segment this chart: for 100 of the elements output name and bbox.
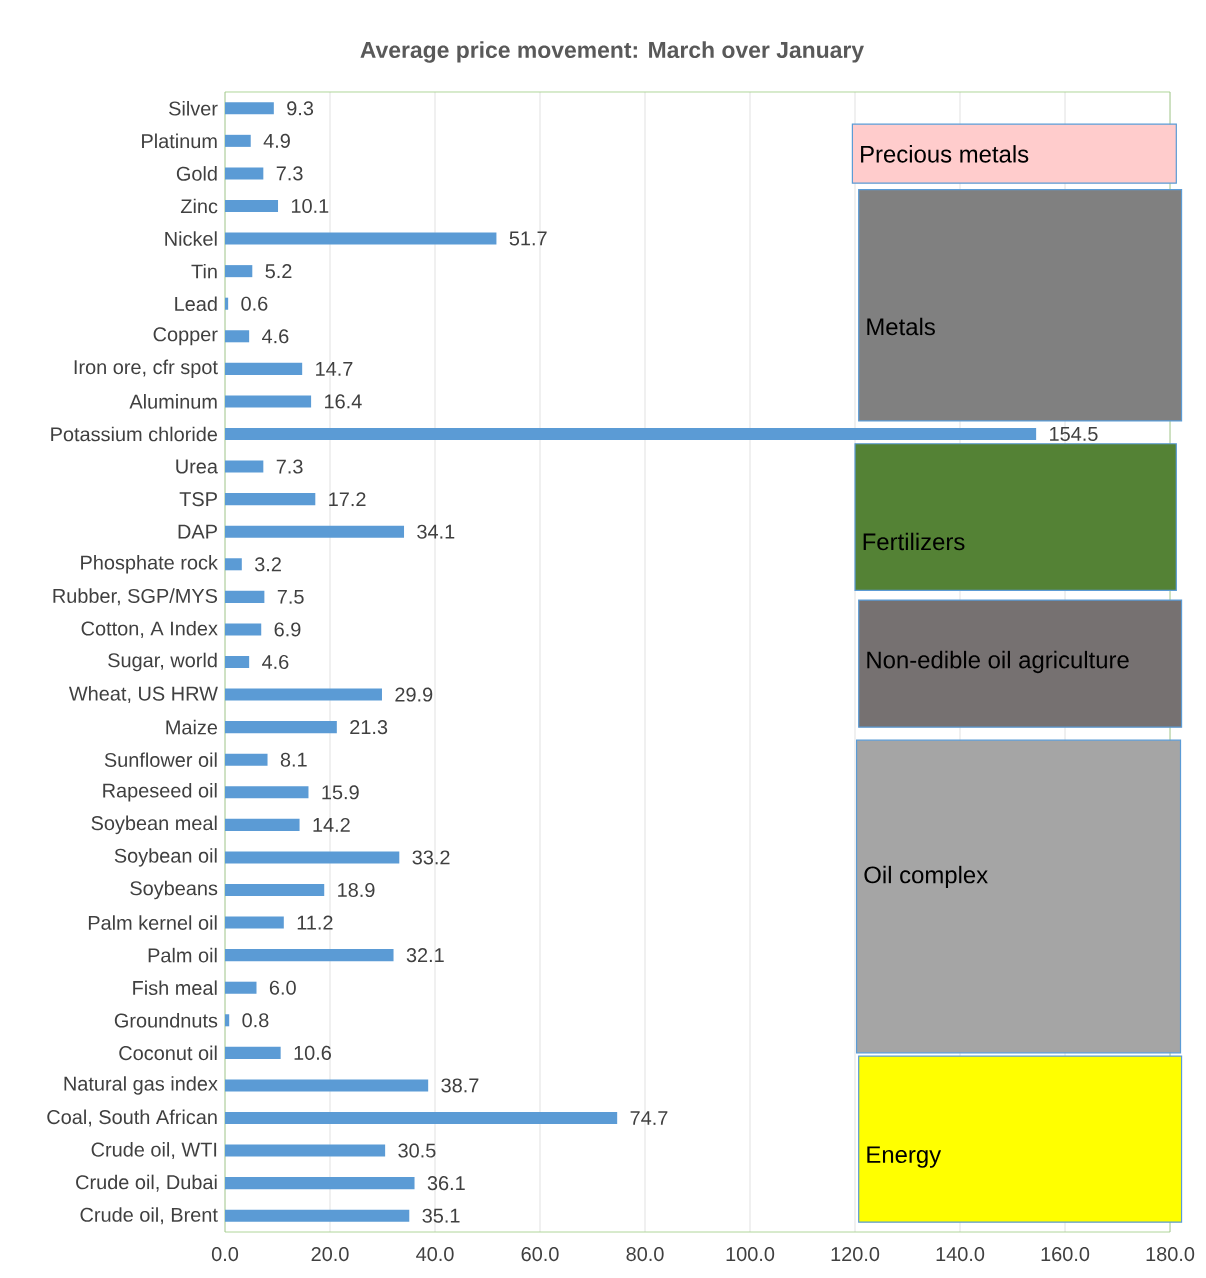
y-tick-label: Iron ore, cfr spot [74,359,218,379]
data-label: 18.9 [338,882,375,898]
y-tick-label: DAP [178,524,217,539]
chart-title: Average price movement: March over January [360,41,864,63]
annotation: Energy [867,1146,942,1168]
data-label: 74.7 [630,1111,668,1125]
annotation: Precious metals [861,145,1029,163]
x-tick-label: 160.0 [1041,1247,1090,1262]
bar [225,460,264,473]
x-tick-label: 0.0 [211,1247,239,1262]
y-tick-label: Maize [166,719,218,735]
data-label: 21.3 [350,720,388,735]
bar [225,786,309,799]
annotation: Non-edible oil agriculture [867,650,1129,674]
y-tick-label: Wheat, US HRW [68,686,218,704]
bar [225,916,284,929]
data-label: 35.1 [422,1208,460,1223]
x-tick-label: 140.0 [936,1247,985,1262]
bar [225,493,316,506]
x-tick-label: 120.0 [831,1247,880,1262]
bar [225,427,1037,441]
data-label: 15.9 [322,785,359,800]
data-label: 6.0 [269,980,296,995]
x-tick-label: 60.0 [521,1247,559,1262]
data-label: 0.6 [241,296,268,311]
x-tick-label: 20.0 [311,1247,349,1262]
data-label: 36.1 [427,1176,465,1191]
bar [225,232,497,245]
bar [225,818,300,831]
data-label: 51.7 [509,231,547,246]
annotation: Oil complex [864,865,988,889]
y-tick-label: Soybeans [130,880,218,900]
y-tick-label: Lead [175,296,217,312]
bar [225,102,274,115]
y-tick-label: Phosphate rock [81,555,218,574]
bar [225,883,325,897]
data-label: 14.2 [313,817,350,832]
data-label: 17.2 [329,492,366,507]
bar [225,1111,618,1125]
y-tick-label: Sunflower oil [104,752,217,768]
bar [225,1014,230,1027]
y-tick-label: Sugar, world [108,652,217,672]
data-label: 30.5 [398,1143,436,1158]
bar [225,753,268,766]
data-label: 9.3 [287,101,314,116]
bar [225,688,382,701]
annotation: Fertilizers [863,532,965,551]
data-label: 7.3 [276,166,303,181]
y-tick-label: Gold [176,166,217,181]
y-tick-label: Palm kernel oil [88,915,217,930]
bar [225,265,253,278]
y-tick-label: Potassium chloride [51,426,218,442]
x-tick-label: 80.0 [626,1247,664,1262]
bar [225,655,250,669]
y-tick-label: Silver [169,100,218,116]
bar [225,1144,386,1157]
bar [225,590,265,603]
data-label: 154.5 [1050,427,1098,441]
bar [225,721,337,734]
data-label: 6.9 [274,622,301,637]
data-label: 4.6 [262,329,289,344]
bar [225,297,229,310]
data-label: 7.3 [276,459,303,474]
y-tick-label: Crude oil, WTI [91,1142,217,1160]
y-tick-label: Coconut oil [119,1045,217,1061]
x-tick-label: 100.0 [726,1247,775,1262]
data-label: 14.7 [316,361,353,376]
data-label: 10.1 [291,198,329,214]
data-label: 0.8 [242,1013,269,1028]
y-tick-label: Fish meal [133,980,217,996]
bar [225,558,242,571]
bar [225,134,251,147]
bar [225,1046,281,1059]
data-label: 38.7 [441,1078,479,1093]
data-label: 7.5 [277,589,304,604]
data-label: 3.2 [254,557,281,572]
bar [225,949,394,962]
y-tick-label: Soybean meal [91,815,217,835]
bar [225,1209,410,1222]
y-tick-label: Natural gas index [64,1076,218,1095]
bar [225,1079,429,1092]
data-label: 33.2 [412,850,450,865]
y-tick-label: Urea [176,459,218,474]
y-tick-label: Platinum [142,133,217,149]
bar [225,623,262,636]
data-label: 34.1 [417,524,455,539]
y-tick-label: Palm oil [148,947,217,963]
y-tick-label: Rapeseed oil [103,783,217,802]
data-label: 4.9 [263,133,290,148]
y-tick-label: Crude oil, Brent [80,1207,218,1225]
data-label: 10.6 [294,1045,331,1060]
bar [225,199,279,213]
y-tick-label: Coal, South African [47,1109,217,1127]
data-label: 16.4 [325,394,362,409]
data-label: 5.2 [265,264,292,279]
bar [225,981,257,994]
bar [225,525,405,538]
y-tick-label: TSP [179,492,217,507]
y-tick-label: Crude oil, Dubai [76,1174,217,1192]
data-label: 8.1 [280,752,307,767]
